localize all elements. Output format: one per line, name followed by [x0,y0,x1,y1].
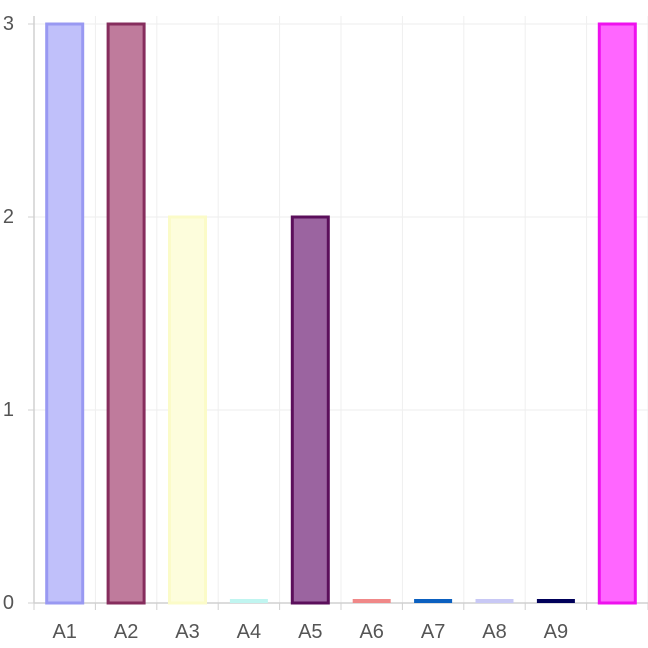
x-tick-label: A1 [52,621,76,643]
bar [475,599,514,603]
x-tick-label: A3 [175,621,199,643]
x-tick-label: A7 [421,621,445,643]
bar [414,599,453,603]
bar [536,599,575,603]
x-tick-label: A9 [544,621,568,643]
bar [290,215,330,605]
bars [45,22,637,605]
x-tick-label: A6 [359,621,383,643]
y-tick-label: 2 [3,206,14,228]
bar [106,22,146,605]
y-tick-labels: 0 1 2 3 [3,13,14,614]
x-tick-labels: A1 A2 A3 A4 A5 A6 A7 A8 A9 [52,621,568,643]
y-tick-label: 3 [3,13,14,35]
x-tick-label: A2 [114,621,138,643]
x-tick-label: A4 [237,621,261,643]
bar [352,599,391,603]
bar [597,22,637,605]
y-tick-label: 1 [3,399,14,421]
x-tick-label: A8 [482,621,506,643]
x-tick-label: A5 [298,621,322,643]
bar [45,22,85,605]
bar [168,215,207,605]
bar [229,599,268,603]
y-tick-label: 0 [3,592,14,614]
